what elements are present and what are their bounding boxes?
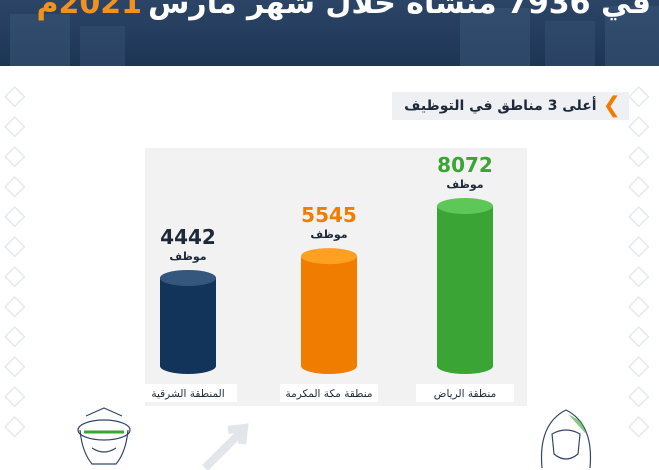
building-silhouette <box>460 8 530 66</box>
bar-cylinder-body <box>437 206 493 374</box>
pattern-decoration: ◇ ◇ ◇ ◇ ◇ ◇ ◇ ◇ ◇ ◇ ◇ ◇ <box>4 78 26 441</box>
headline: في 7936 منشأة خلال شهر مارس 2021م <box>36 0 652 21</box>
building-silhouette <box>10 14 70 66</box>
building-silhouette <box>80 26 125 66</box>
category-label-box <box>145 384 237 402</box>
category-label: منطقة مكة المكرمة <box>285 388 372 400</box>
header-banner: في 7936 منشأة خلال شهر مارس 2021م <box>0 0 659 66</box>
category-label-box <box>280 384 378 402</box>
woman-illustration <box>540 409 592 469</box>
chart-panel: موظف 4442 المنطقة الشرقية موظف 5545 منطقة مكة… <box>145 148 527 406</box>
bar-cylinder-body <box>301 256 357 374</box>
building-silhouette <box>605 6 659 66</box>
headline-year: 2021م <box>36 0 143 21</box>
bar-cylinder-top <box>301 248 357 265</box>
man-illustration <box>77 407 131 465</box>
section-title: ❯ أعلى 3 مناطق في التوظيف <box>392 92 629 120</box>
bar-value-label: 5545 <box>301 203 357 227</box>
bar-unit-label: موظف <box>310 228 347 241</box>
bar-cylinder-top <box>160 269 216 286</box>
category-label-box <box>416 384 514 402</box>
section-title-text: أعلى 3 مناطق في التوظيف <box>404 98 597 114</box>
bar-unit-label: موظف <box>446 178 483 191</box>
bar-cylinder-body <box>160 277 216 374</box>
bar-value-label: 4442 <box>160 225 216 249</box>
arrow-decoration <box>202 423 249 470</box>
category-label: المنطقة الشرقية <box>151 388 224 400</box>
headline-text: في 7936 منشأة خلال شهر مارس <box>148 0 651 21</box>
pattern-decoration: ◇ ◇ ◇ ◇ ◇ ◇ ◇ ◇ ◇ ◇ ◇ ◇ <box>628 78 650 441</box>
bar-value-label: 8072 <box>437 153 493 177</box>
category-label: منطقة الرياض <box>434 388 496 400</box>
chevron-icon: ❯ <box>602 93 621 118</box>
bar-cylinder-top <box>437 198 493 214</box>
bar-unit-label: موظف <box>169 250 206 263</box>
building-silhouette <box>545 21 595 66</box>
